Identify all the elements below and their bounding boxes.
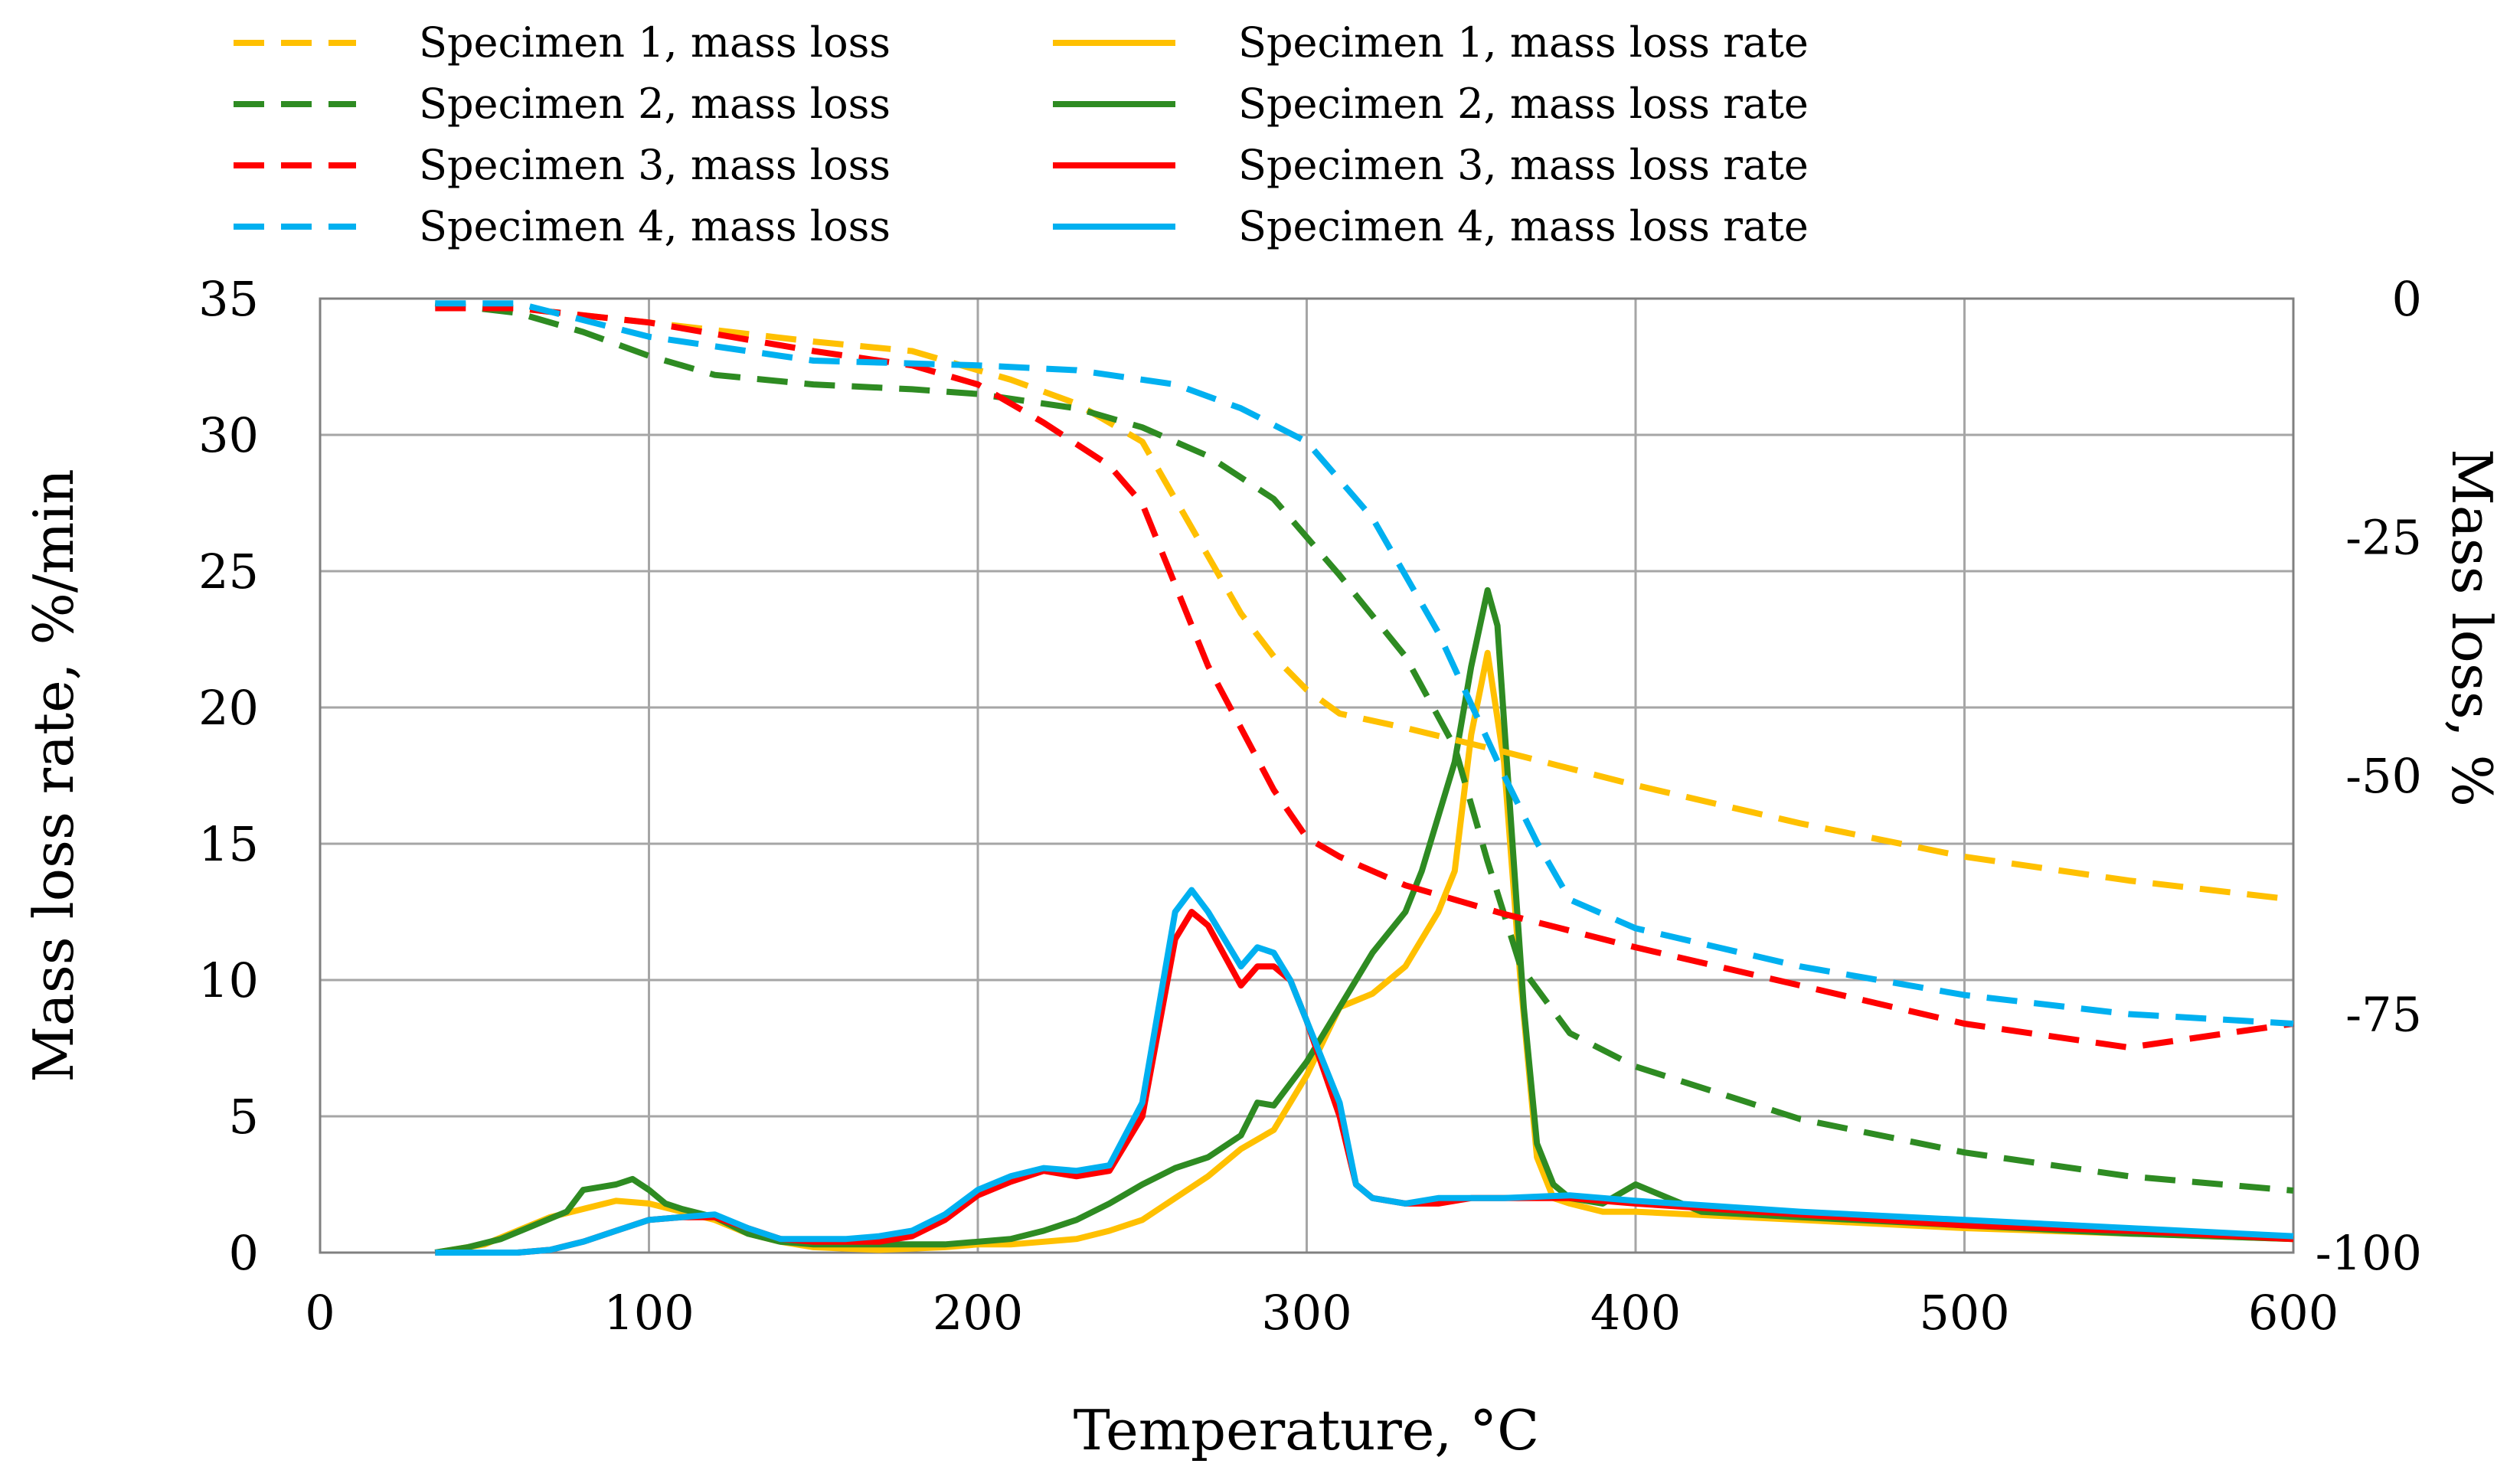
- x-tick-label: 100: [603, 1285, 694, 1341]
- legend-label-7: Specimen 3, mass loss rate: [1238, 141, 1809, 189]
- series-line-3: [435, 305, 2294, 1051]
- y-left-tick-label: 15: [198, 816, 259, 872]
- series-line-4: [435, 300, 2294, 1027]
- x-tick-label: 200: [933, 1285, 1023, 1341]
- y-left-tick-label: 30: [198, 407, 259, 463]
- y-right-tick-label: -100: [2316, 1225, 2422, 1281]
- y-right-tick-label: -25: [2345, 510, 2422, 566]
- legend-label-1: Specimen 1, mass loss: [419, 18, 891, 67]
- y-right-tick-label: -75: [2345, 987, 2422, 1043]
- x-tick-label: 500: [1919, 1285, 2009, 1341]
- y-left-tick-label: 10: [198, 952, 259, 1008]
- legend: Specimen 1, mass loss Specimen 2, mass lo…: [234, 18, 1809, 250]
- series-line-8: [435, 887, 2294, 1256]
- x-tick-label: 300: [1261, 1285, 1352, 1341]
- y-left-tick-label: 0: [229, 1225, 259, 1281]
- legend-label-2: Specimen 2, mass loss: [419, 80, 891, 128]
- legend-label-4: Specimen 4, mass loss: [419, 202, 891, 250]
- y-right-axis-title: Mass loss, %: [2440, 449, 2504, 807]
- plot-frame: [319, 297, 2295, 1254]
- legend-label-6: Specimen 2, mass loss rate: [1238, 80, 1809, 128]
- x-tick-label: 600: [2248, 1285, 2339, 1341]
- series-line-6: [434, 586, 2294, 1256]
- series-line-2: [434, 300, 2294, 1194]
- y-left-axis-title: Mass loss rate, %/min: [21, 469, 86, 1083]
- legend-label-5: Specimen 1, mass loss rate: [1238, 18, 1809, 67]
- x-tick-label: 0: [305, 1285, 335, 1341]
- y-right-tick-label: 0: [2392, 271, 2422, 327]
- ticks-layer: 0 100 200 300 400 500 600 0 5 10 15 20 25 30 35 -100 -75…: [198, 271, 2422, 1341]
- y-right-tick-label: -50: [2345, 748, 2422, 804]
- x-axis-title: Temperature, °C: [1074, 1398, 1540, 1462]
- legend-label-3: Specimen 3, mass loss: [419, 141, 891, 189]
- y-left-tick-label: 25: [198, 544, 259, 600]
- grid: [319, 297, 2295, 1254]
- series-layer: [434, 300, 2294, 1256]
- x-tick-label: 400: [1590, 1285, 1681, 1341]
- y-left-tick-label: 35: [198, 271, 259, 327]
- y-left-tick-label: 5: [229, 1089, 259, 1145]
- y-left-tick-label: 20: [198, 680, 259, 736]
- legend-label-8: Specimen 4, mass loss rate: [1238, 202, 1809, 250]
- series-line-1: [435, 300, 2294, 903]
